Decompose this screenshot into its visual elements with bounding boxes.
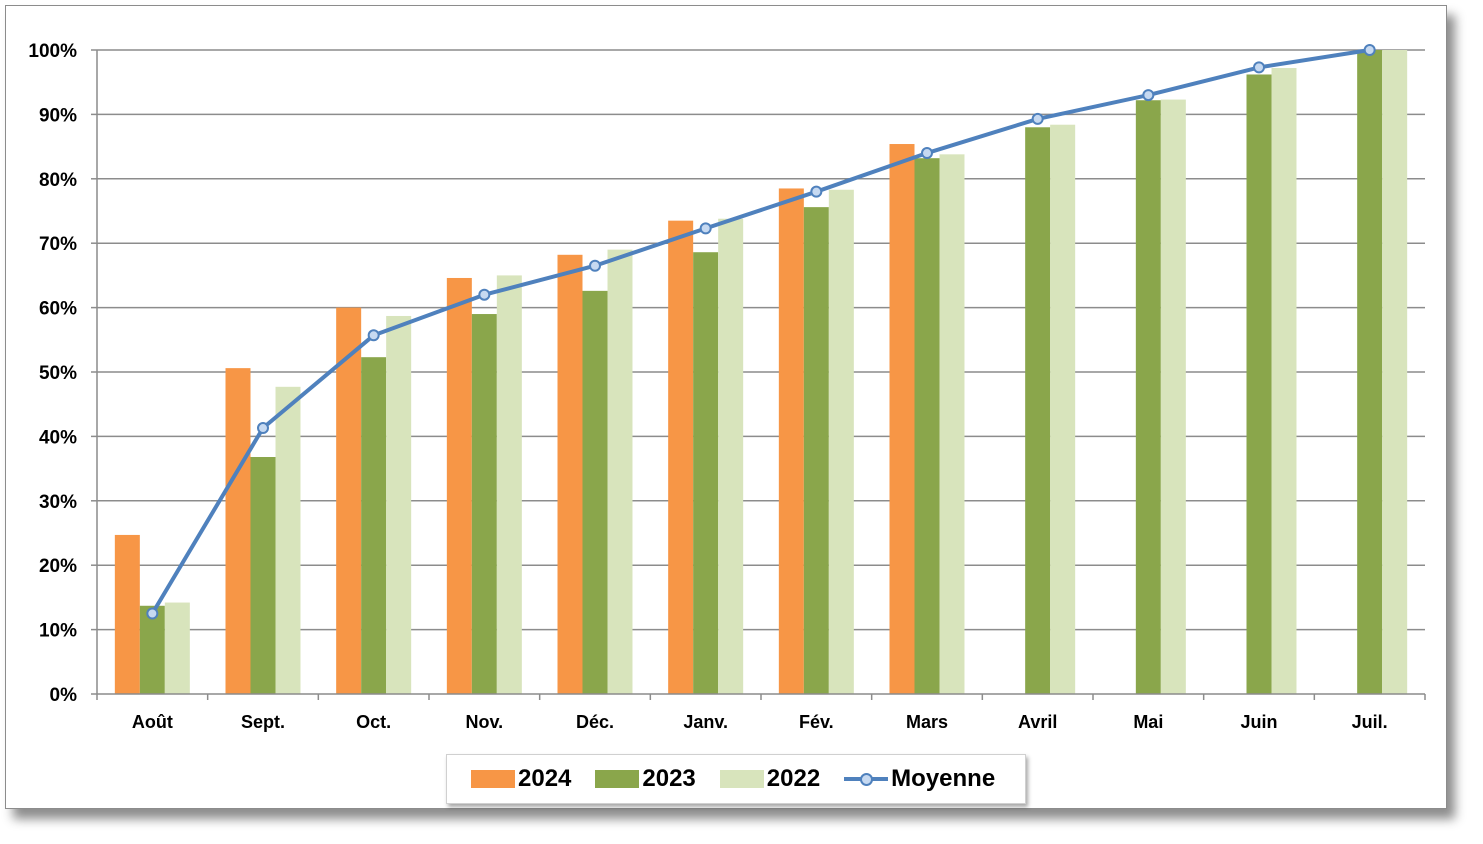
x-tick-label: Janv. — [683, 712, 728, 732]
bar-2022 — [164, 602, 190, 694]
bar-2024 — [446, 277, 472, 694]
bar-2023 — [361, 357, 387, 694]
legend-item-moyenne: Moyenne — [844, 765, 995, 793]
series-line-moyenne — [150, 48, 1370, 615]
line-point-moyenne — [699, 222, 712, 235]
legend: 2024 2023 2022 Moyenne — [446, 754, 1026, 804]
x-tick-label: Août — [132, 712, 173, 732]
legend-label-2024: 2024 — [518, 765, 572, 792]
y-tick-label: 50% — [39, 363, 77, 384]
bar-2022 — [386, 315, 412, 694]
bars — [114, 50, 1408, 695]
bar-2022 — [607, 249, 633, 694]
bar-2022 — [718, 218, 744, 694]
bar-2023 — [582, 290, 608, 694]
bar-2024 — [889, 144, 915, 695]
line-point-moyenne — [810, 185, 823, 198]
line-point-moyenne — [1253, 61, 1265, 74]
legend-label-2023: 2023 — [642, 765, 696, 792]
line-point-moyenne — [1142, 89, 1155, 102]
y-tick-label: 20% — [39, 556, 77, 577]
x-tick-label: Juil. — [1352, 712, 1388, 732]
legend-swatch-2023 — [595, 770, 640, 788]
bar-2023 — [803, 207, 829, 695]
x-tick-label: Mars — [906, 712, 948, 732]
legend-label-2022: 2022 — [766, 765, 821, 792]
bar-2024 — [557, 254, 583, 695]
y-tick-label: 90% — [39, 105, 77, 126]
bar-2024 — [114, 534, 140, 694]
bar-2022 — [1382, 50, 1408, 694]
line-point-moyenne — [257, 422, 269, 435]
line-point-moyenne — [1031, 112, 1044, 125]
bar-2022 — [496, 275, 522, 694]
x-tick-label: Déc. — [576, 712, 614, 732]
x-tick-label: Fév. — [799, 712, 834, 732]
y-tick-label: 30% — [39, 492, 77, 513]
line-point-moyenne — [367, 329, 380, 342]
line-point-moyenne — [589, 259, 601, 272]
bar-2024 — [225, 368, 251, 694]
x-tick-label: Sept. — [241, 712, 285, 732]
bar-2023 — [1025, 127, 1051, 694]
bar-2022 — [828, 189, 854, 695]
bar-2022 — [1160, 99, 1186, 694]
y-tick-labels: 0% 10% 20% 30% 40% 50% 60% 70% 80% 90% 100% — [28, 41, 77, 706]
gridlines — [97, 49, 1425, 631]
axes — [91, 49, 1426, 700]
legend-swatch-2022 — [719, 770, 764, 788]
bar-2023 — [471, 314, 497, 694]
legend-item-2022: 2022 — [719, 765, 821, 793]
y-tick-label: 80% — [39, 170, 77, 191]
line-point-moyenne — [146, 607, 159, 620]
bar-2022 — [275, 386, 301, 694]
x-tick-label: Oct. — [356, 712, 391, 732]
bar-2022 — [1050, 124, 1076, 695]
x-tick-label: Avril — [1018, 712, 1057, 732]
line-point-moyenne — [1363, 44, 1376, 56]
x-tick-label: Juin — [1240, 712, 1277, 732]
bar-2023 — [250, 457, 276, 694]
bar-2023 — [1135, 100, 1161, 695]
x-tick-label: Nov. — [465, 712, 503, 732]
bar-2023 — [693, 252, 719, 694]
bar-2024 — [336, 307, 362, 694]
y-tick-label: 60% — [39, 299, 77, 320]
y-tick-label: 10% — [39, 621, 77, 642]
line-point-moyenne — [478, 288, 491, 301]
x-tick-label: Mai — [1133, 712, 1163, 732]
y-tick-label: 40% — [39, 427, 77, 448]
legend-swatch-2024 — [471, 770, 515, 788]
line-point-moyenne — [921, 147, 933, 160]
y-tick-label: 100% — [28, 41, 77, 62]
bar-2022 — [939, 154, 965, 694]
bar-2023 — [1246, 74, 1272, 695]
bar-2022 — [1271, 68, 1297, 695]
legend-item-2023: 2023 — [595, 765, 696, 793]
legend-line-marker-icon — [844, 770, 889, 788]
y-tick-label: 0% — [50, 685, 78, 706]
bar-2023 — [1357, 50, 1383, 694]
x-tick-labels: Août Sept. Oct. Nov. Déc. Janv. Fév. Mars Avril M… — [132, 712, 1388, 732]
y-tick-label: 70% — [39, 234, 77, 255]
average-line — [146, 44, 1376, 620]
bar-2024 — [778, 188, 804, 694]
legend-item-2024: 2024 — [471, 765, 571, 793]
bar-2023 — [139, 605, 165, 694]
legend-label-moyenne: Moyenne — [891, 765, 996, 792]
bar-2024 — [668, 220, 694, 694]
bar-2023 — [914, 158, 940, 694]
